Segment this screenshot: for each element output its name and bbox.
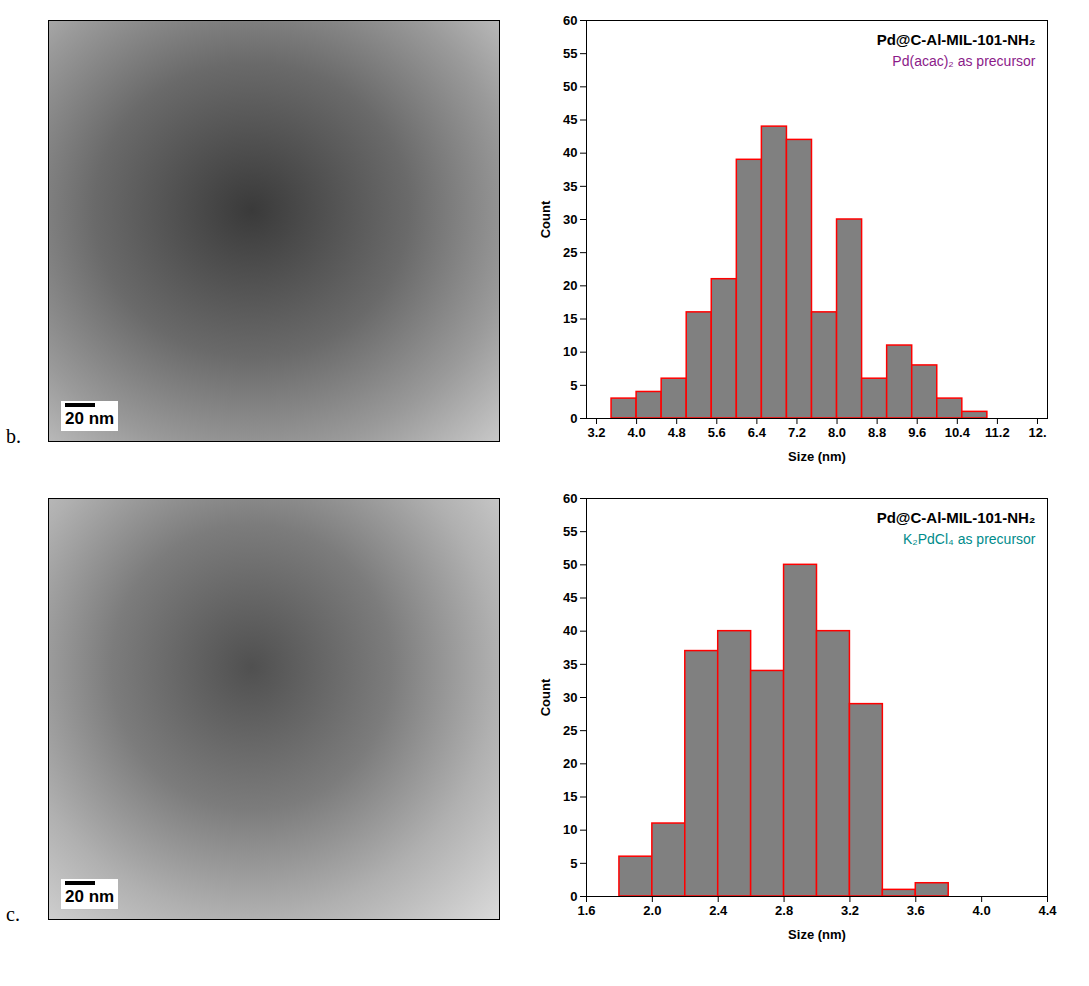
svg-text:5: 5: [570, 377, 577, 392]
svg-text:Pd@C-Al-MIL-101-NH₂: Pd@C-Al-MIL-101-NH₂: [877, 509, 1036, 526]
html-text:20 nm: 20 nm: [65, 409, 115, 428]
html-text:b.: b.: [6, 425, 21, 447]
svg-text:25: 25: [563, 245, 577, 260]
svg-text:9.6: 9.6: [908, 425, 926, 440]
svg-text:20: 20: [563, 756, 577, 771]
svg-text:0: 0: [570, 889, 577, 904]
svg-text:8.0: 8.0: [828, 425, 846, 440]
svg-text:50: 50: [563, 557, 577, 572]
svg-text:Size (nm): Size (nm): [788, 927, 846, 942]
svg-text:3.2: 3.2: [587, 425, 605, 440]
svg-text:2.4: 2.4: [709, 903, 728, 918]
html-text:c.: c.: [6, 903, 20, 925]
svg-text:15: 15: [563, 789, 577, 804]
svg-text:60: 60: [563, 13, 577, 28]
svg-text:4.0: 4.0: [628, 425, 646, 440]
svg-text:45: 45: [563, 112, 577, 127]
svg-text:55: 55: [563, 524, 577, 539]
svg-text:K₂PdCl₄ as precursor: K₂PdCl₄ as precursor: [903, 531, 1036, 547]
svg-text:Pd(acac)₂ as precursor: Pd(acac)₂ as precursor: [892, 53, 1035, 69]
svg-text:1.6: 1.6: [577, 903, 595, 918]
svg-text:2.8: 2.8: [775, 903, 793, 918]
svg-text:20: 20: [563, 278, 577, 293]
svg-text:Count: Count: [538, 678, 553, 716]
html-text:20 nm: 20 nm: [65, 887, 115, 906]
svg-text:15: 15: [563, 311, 577, 326]
svg-text:3.2: 3.2: [841, 903, 859, 918]
svg-text:40: 40: [563, 623, 577, 638]
svg-text:30: 30: [563, 212, 577, 227]
svg-text:Pd@C-Al-MIL-101-NH₂: Pd@C-Al-MIL-101-NH₂: [877, 31, 1036, 48]
svg-text:4.4: 4.4: [1038, 903, 1057, 918]
svg-text:10: 10: [563, 822, 577, 837]
svg-text:30: 30: [563, 690, 577, 705]
svg-text:8.8: 8.8: [868, 425, 886, 440]
svg-text:2.0: 2.0: [643, 903, 661, 918]
svg-text:12.: 12.: [1028, 425, 1046, 440]
svg-text:60: 60: [563, 491, 577, 506]
svg-text:35: 35: [563, 178, 577, 193]
svg-text:5.6: 5.6: [708, 425, 726, 440]
svg-text:50: 50: [563, 79, 577, 94]
svg-text:25: 25: [563, 723, 577, 738]
svg-text:55: 55: [563, 46, 577, 61]
svg-text:7.2: 7.2: [788, 425, 806, 440]
svg-text:40: 40: [563, 145, 577, 160]
svg-text:Size (nm): Size (nm): [788, 449, 846, 464]
svg-text:10.4: 10.4: [945, 425, 971, 440]
svg-text:11.2: 11.2: [985, 425, 1010, 440]
svg-text:3.6: 3.6: [907, 903, 925, 918]
svg-text:0: 0: [570, 411, 577, 426]
svg-text:4.8: 4.8: [668, 425, 686, 440]
svg-text:10: 10: [563, 344, 577, 359]
svg-text:45: 45: [563, 590, 577, 605]
svg-text:Count: Count: [538, 200, 553, 238]
svg-text:5: 5: [570, 855, 577, 870]
svg-text:4.0: 4.0: [973, 903, 991, 918]
svg-text:6.4: 6.4: [748, 425, 767, 440]
svg-text:35: 35: [563, 656, 577, 671]
